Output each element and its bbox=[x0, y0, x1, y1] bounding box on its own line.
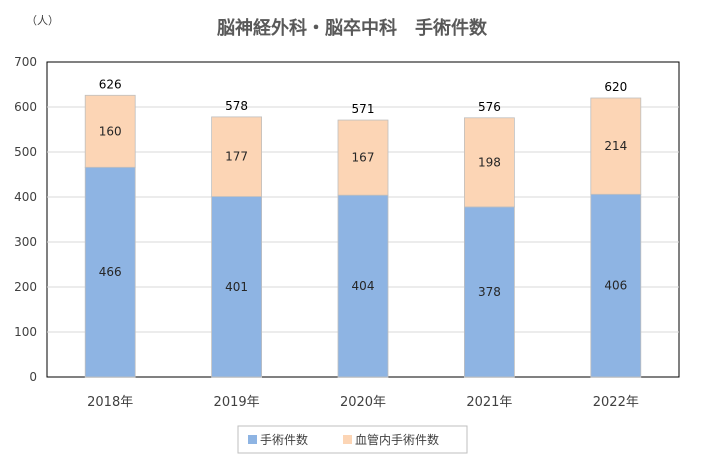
bar-segment-endovascular bbox=[211, 116, 263, 197]
x-tick-label: 2022年 bbox=[593, 395, 639, 410]
x-tick-label: 2019年 bbox=[214, 395, 260, 410]
data-label-surgery: 406 bbox=[604, 279, 627, 293]
chart-title: 脳神経外科・脳卒中科 手術件数 bbox=[217, 17, 488, 39]
data-label-surgery: 401 bbox=[225, 280, 248, 294]
bar-segment-endovascular bbox=[463, 117, 515, 208]
legend-box bbox=[237, 425, 468, 454]
data-label-endovascular: 160 bbox=[99, 124, 122, 138]
bar-segment-endovascular bbox=[590, 97, 642, 195]
legend: 手術件数 血管内手術件数 bbox=[237, 425, 468, 454]
data-labels: 466 160 626 401 177 578 404 167 571 378 198 576 406 2… bbox=[99, 77, 628, 299]
y-axis: 0 100 200 300 400 500 600 700 bbox=[14, 55, 37, 384]
legend-label-endovascular: 血管内手術件数 bbox=[355, 432, 439, 447]
bar-segment-surgery bbox=[337, 194, 389, 378]
data-label-surgery: 466 bbox=[99, 265, 122, 279]
y-tick-label: 100 bbox=[14, 325, 37, 339]
y-tick-label: 200 bbox=[14, 280, 37, 294]
bar-segment-surgery bbox=[590, 193, 642, 378]
legend-swatch-endovascular bbox=[343, 435, 352, 444]
bar-segment-surgery bbox=[84, 166, 136, 378]
x-tick-label: 2020年 bbox=[340, 395, 386, 410]
data-label-surgery: 378 bbox=[478, 285, 501, 299]
legend-swatch-surgery bbox=[248, 435, 257, 444]
x-tick-label: 2018年 bbox=[87, 395, 133, 410]
bar-segment-endovascular bbox=[337, 119, 389, 196]
data-label-endovascular: 214 bbox=[604, 139, 627, 153]
x-axis: 2018年 2019年 2020年 2021年 2022年 bbox=[87, 395, 639, 410]
y-tick-label: 600 bbox=[14, 100, 37, 114]
y-tick-label: 400 bbox=[14, 190, 37, 204]
data-label-surgery: 404 bbox=[352, 279, 375, 293]
legend-label-surgery: 手術件数 bbox=[260, 432, 308, 447]
bar-segment-surgery bbox=[463, 206, 515, 378]
total-label: 576 bbox=[478, 100, 501, 114]
y-tick-label: 0 bbox=[29, 370, 37, 384]
data-label-endovascular: 198 bbox=[478, 155, 501, 169]
data-label-endovascular: 167 bbox=[352, 151, 375, 165]
total-label: 571 bbox=[352, 102, 375, 116]
y-tick-label: 700 bbox=[14, 55, 37, 69]
bar-segment-endovascular bbox=[84, 94, 136, 168]
total-label: 578 bbox=[225, 99, 248, 113]
total-label: 620 bbox=[604, 80, 627, 94]
bars bbox=[84, 94, 642, 378]
y-tick-label: 300 bbox=[14, 235, 37, 249]
y-tick-label: 500 bbox=[14, 145, 37, 159]
total-label: 626 bbox=[99, 77, 122, 91]
y-axis-unit-label: （人） bbox=[26, 14, 59, 27]
data-label-endovascular: 177 bbox=[225, 150, 248, 164]
x-tick-label: 2021年 bbox=[466, 395, 512, 410]
